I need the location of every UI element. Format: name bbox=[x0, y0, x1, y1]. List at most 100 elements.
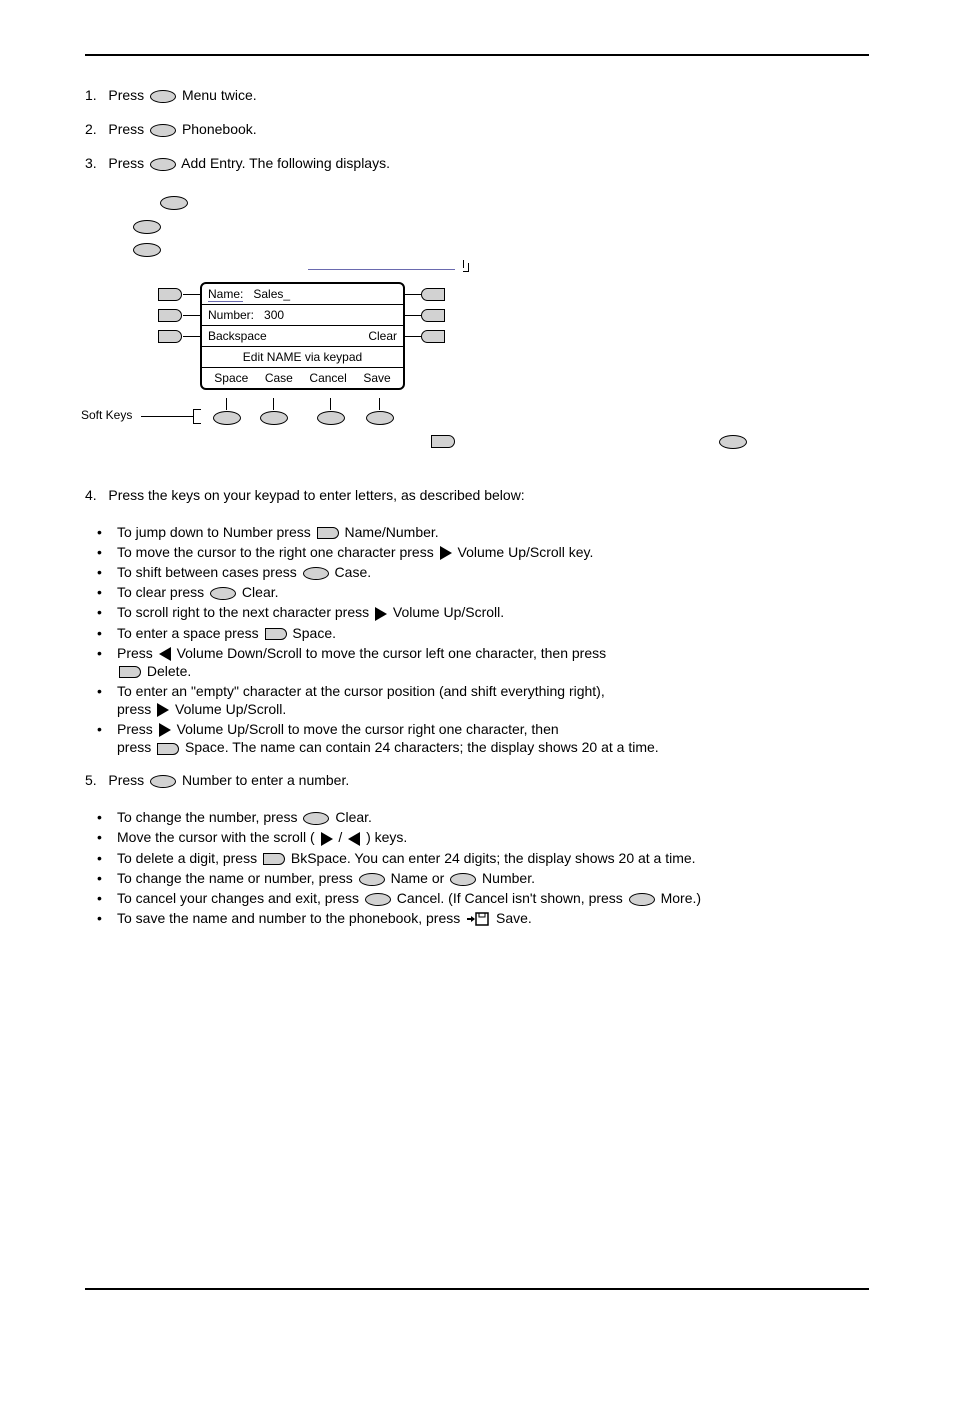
page: 1. Press Menu twice. 2. Press Phonebook.… bbox=[0, 54, 954, 1405]
bullet-item: Press Volume Up/Scroll to move the curso… bbox=[103, 721, 869, 755]
step-text: Press the keys on your keypad to enter l… bbox=[108, 487, 524, 503]
step-number: 1. bbox=[85, 87, 97, 103]
bullet-text: To move the cursor to the right one char… bbox=[117, 544, 438, 560]
field-value: 300 bbox=[264, 308, 284, 322]
bullet-item: Press Volume Down/Scroll to move the cur… bbox=[103, 645, 869, 679]
side-key-right-icon bbox=[421, 309, 445, 322]
key-d-icon bbox=[157, 743, 179, 755]
bullet-text: Volume Down/Scroll to move the cursor le… bbox=[173, 645, 606, 661]
bullet-text: press bbox=[117, 739, 155, 755]
key-d-icon bbox=[317, 527, 339, 539]
bullet-text: To clear press bbox=[117, 584, 208, 600]
screen-row-number: Number: 300 bbox=[202, 305, 403, 326]
corner-mark-icon bbox=[463, 260, 473, 272]
key-oval-icon bbox=[150, 158, 176, 171]
step-text: Press bbox=[108, 87, 144, 103]
step-3: 3. Press Add Entry. The following displa… bbox=[85, 152, 869, 174]
key-d-icon bbox=[119, 666, 141, 678]
bullet-text: Clear. bbox=[331, 809, 371, 825]
key-oval-icon bbox=[133, 220, 161, 234]
key-d-icon bbox=[265, 628, 287, 640]
bullet-text: Volume Up/Scroll. bbox=[171, 701, 286, 717]
side-key-right-icon bbox=[421, 330, 445, 343]
scroll-right-icon bbox=[375, 607, 387, 621]
bullet-item: To change the number, press Clear. bbox=[103, 809, 869, 825]
screen-title-row: Edit NAME via keypad bbox=[202, 347, 403, 368]
softkey-label: Case bbox=[265, 371, 293, 385]
key-d-icon bbox=[263, 853, 285, 865]
bullet-text: BkSpace. You can enter 24 digits; the di… bbox=[287, 850, 696, 866]
lcd-screen: Name: Sales_ Number: 300 Backspace Clear bbox=[200, 282, 405, 390]
step-text: Add Entry. The following displays. bbox=[181, 155, 390, 171]
side-key-left-icon bbox=[158, 288, 182, 301]
step-number: 2. bbox=[85, 121, 97, 137]
softkey-oval-icon bbox=[260, 411, 288, 425]
screen-row-name: Name: Sales_ bbox=[202, 284, 403, 305]
bullet-text: Space. bbox=[289, 625, 336, 641]
step-text: Phonebook. bbox=[182, 121, 257, 137]
step-text: Press bbox=[108, 155, 144, 171]
bullet-item: To enter a space press Space. bbox=[103, 625, 869, 641]
key-oval-icon bbox=[359, 873, 385, 886]
bullet-text: More.) bbox=[657, 890, 701, 906]
scroll-left-icon bbox=[159, 647, 171, 661]
screen-title: Edit NAME via keypad bbox=[243, 350, 362, 364]
bullet-text: Name or bbox=[387, 870, 448, 886]
bullet-item: To jump down to Number press Name/Number… bbox=[103, 524, 869, 540]
side-key-left-icon bbox=[158, 309, 182, 322]
bullet-text: To change the number, press bbox=[117, 809, 301, 825]
bullet-text: Number. bbox=[478, 870, 535, 886]
bullet-text: Name/Number. bbox=[341, 524, 439, 540]
bullet-item: To scroll right to the next character pr… bbox=[103, 604, 869, 620]
key-oval-icon bbox=[160, 196, 188, 210]
key-oval-icon bbox=[303, 567, 329, 580]
step-number: 4. bbox=[85, 487, 97, 503]
key-oval-icon bbox=[150, 90, 176, 103]
top-rule bbox=[85, 54, 869, 56]
bullet-text: Clear. bbox=[238, 584, 278, 600]
bullet-text: Volume Up/Scroll to move the cursor righ… bbox=[173, 721, 559, 737]
bullet-text: Delete. bbox=[143, 663, 191, 679]
bullet-item: To enter an "empty" character at the cur… bbox=[103, 683, 869, 717]
screen-diagram: Name: Sales_ Number: 300 Backspace Clear bbox=[85, 190, 869, 480]
bullet-list-2: To change the number, press Clear. Move … bbox=[85, 809, 869, 927]
softkey-oval-icon bbox=[366, 411, 394, 425]
key-oval-icon bbox=[365, 893, 391, 906]
softkey-label: Save bbox=[363, 371, 390, 385]
bullet-text: Press bbox=[117, 721, 157, 737]
scroll-right-icon bbox=[321, 832, 333, 846]
bullet-text: To jump down to Number press bbox=[117, 524, 315, 540]
softkey-oval-icon bbox=[213, 411, 241, 425]
step-4: 4. Press the keys on your keypad to ente… bbox=[85, 484, 869, 506]
bullet-text: Case. bbox=[331, 564, 371, 580]
key-oval-icon bbox=[719, 435, 747, 449]
bullet-text: To scroll right to the next character pr… bbox=[117, 604, 373, 620]
bullet-text: To enter a space press bbox=[117, 625, 263, 641]
step-text: Press bbox=[108, 772, 144, 788]
bullet-item: To move the cursor to the right one char… bbox=[103, 544, 869, 560]
scroll-right-icon bbox=[440, 546, 452, 560]
bullet-text: Save. bbox=[492, 910, 532, 926]
step-text: Press bbox=[108, 121, 144, 137]
key-d-icon bbox=[431, 435, 455, 448]
bullet-item: Move the cursor with the scroll ( / ) ke… bbox=[103, 829, 869, 845]
step-1: 1. Press Menu twice. bbox=[85, 84, 869, 106]
side-key-left-icon bbox=[158, 330, 182, 343]
key-oval-icon bbox=[629, 893, 655, 906]
scroll-right-icon bbox=[159, 723, 171, 737]
bracket-icon bbox=[193, 409, 201, 424]
bullet-text: To save the name and number to the phone… bbox=[117, 910, 464, 926]
bullet-text: / bbox=[335, 829, 347, 845]
key-oval-icon bbox=[303, 812, 329, 825]
key-oval-icon bbox=[133, 243, 161, 257]
bullet-text: Volume Up/Scroll key. bbox=[454, 544, 594, 560]
step-number: 5. bbox=[85, 772, 97, 788]
field-label: Clear bbox=[368, 329, 397, 343]
key-oval-icon bbox=[210, 587, 236, 600]
bullet-text: Move the cursor with the scroll ( bbox=[117, 829, 319, 845]
step-number: 3. bbox=[85, 155, 97, 171]
softkey-oval-icon bbox=[317, 411, 345, 425]
bullet-text: To shift between cases press bbox=[117, 564, 301, 580]
bullet-list-1: To jump down to Number press Name/Number… bbox=[85, 524, 869, 755]
key-oval-icon bbox=[150, 775, 176, 788]
